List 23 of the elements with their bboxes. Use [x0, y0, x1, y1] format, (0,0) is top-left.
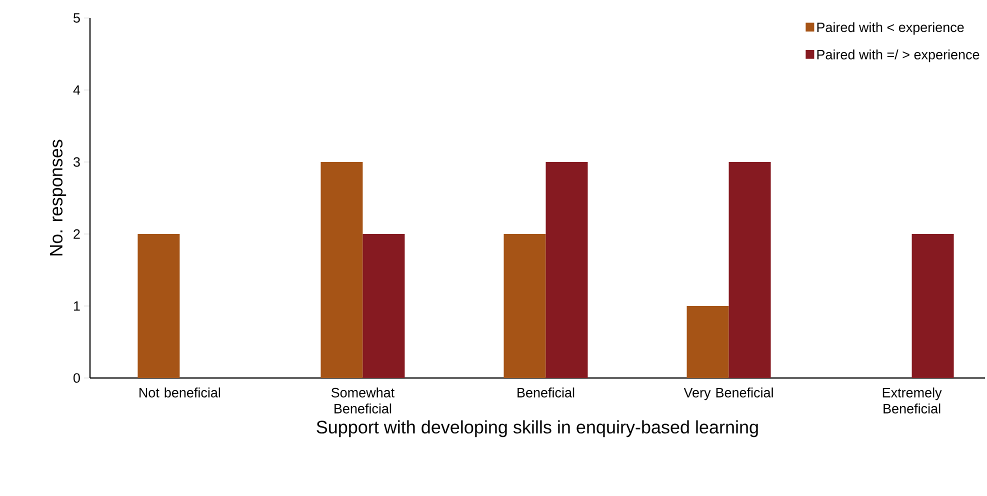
x-tick-label: Somewhat Beneficial: [331, 388, 394, 414]
y-tick-label: 1: [74, 301, 80, 311]
bar: [138, 234, 180, 378]
bar: [362, 234, 405, 378]
x-tick-label: Very Beneficial: [684, 388, 773, 400]
bar: [546, 162, 588, 378]
bar: [912, 234, 954, 378]
bar: [320, 162, 363, 378]
legend-label: Paired with < experience: [817, 22, 964, 35]
bar: [728, 162, 771, 378]
bar: [686, 306, 729, 378]
y-tick-label: 4: [73, 85, 80, 95]
legend-label: Paired with =/ > experience: [817, 49, 980, 62]
x-tick-label: Extremely Beneficial: [882, 388, 942, 414]
x-tick-label: Not beneficial: [140, 388, 220, 398]
y-axis-title: No. responses: [50, 140, 66, 256]
x-axis-title: Support with developing skills in enquiry-based learning: [316, 420, 758, 438]
y-tick-label: 0: [73, 373, 80, 383]
y-tick-label: 3: [73, 157, 80, 167]
y-tick-label: 5: [73, 13, 80, 23]
y-tick-label: 2: [74, 229, 80, 239]
x-tick-label: Beneficial: [518, 388, 574, 398]
bar: [504, 234, 546, 378]
